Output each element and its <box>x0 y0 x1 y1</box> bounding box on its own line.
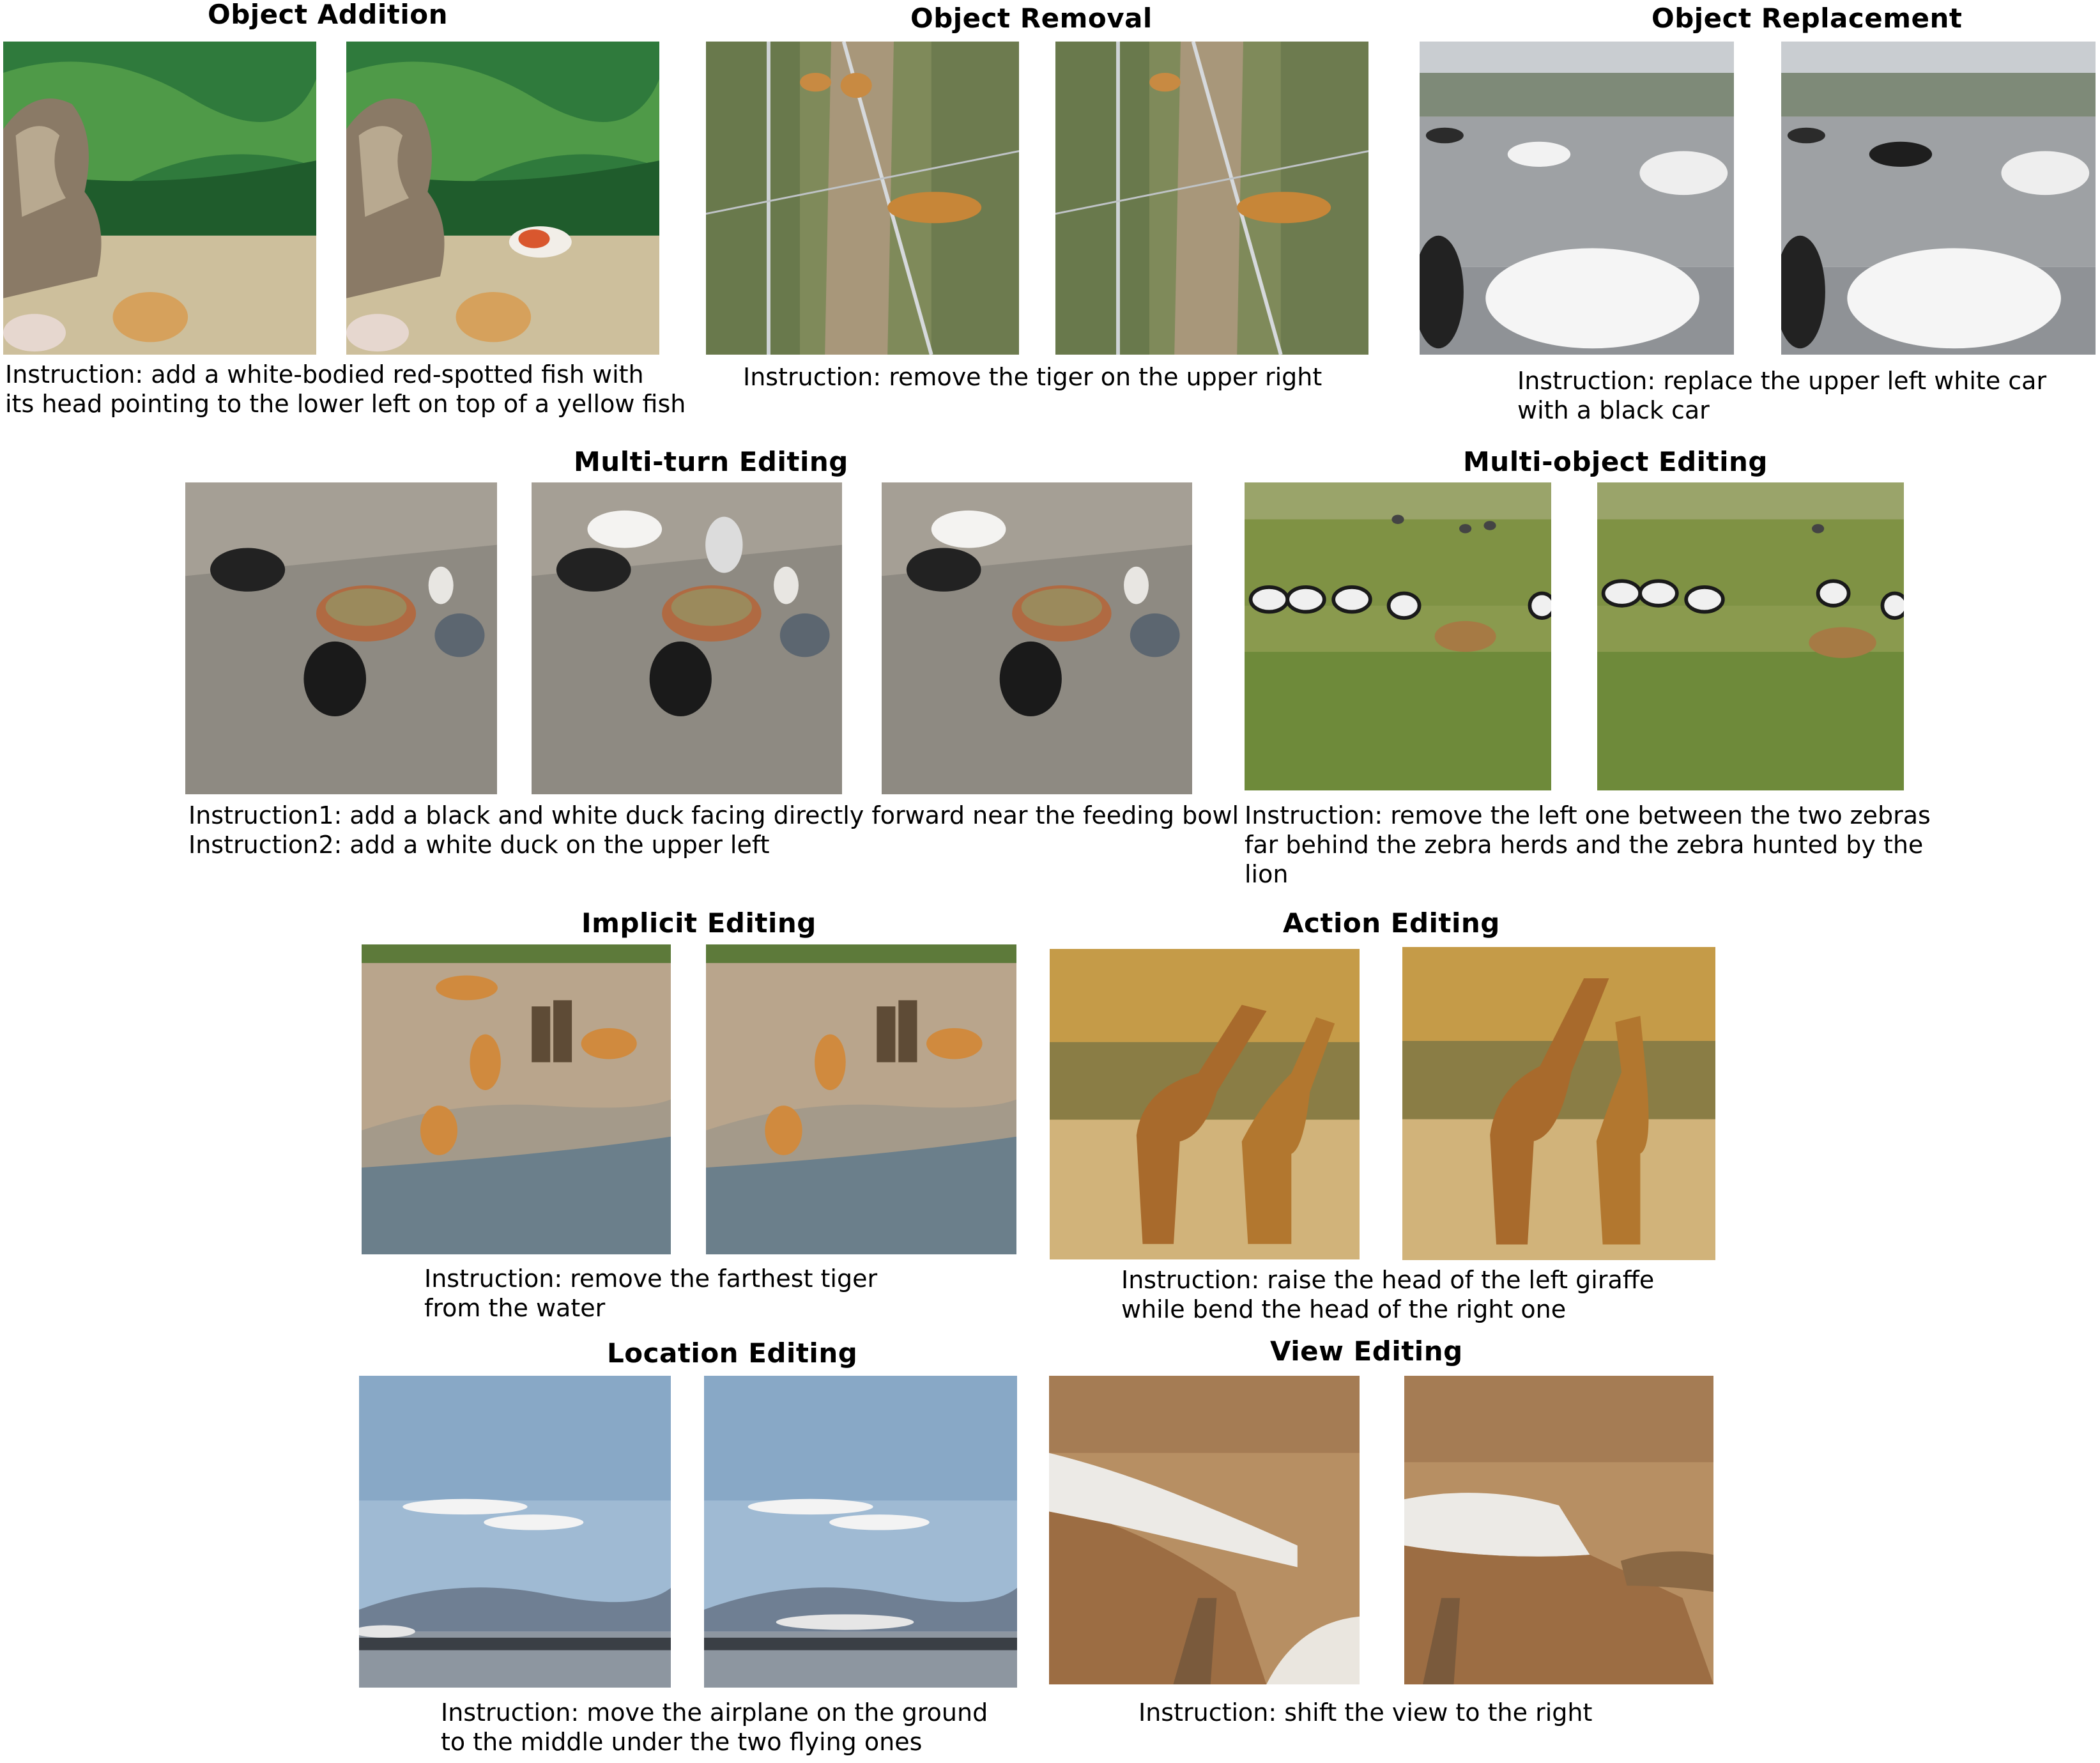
view-source-image <box>1049 1376 1360 1684</box>
object-replacement-source-image <box>1420 42 1734 355</box>
caption-line: Instruction1: add a black and white duck… <box>188 801 1239 829</box>
caption-line: with a black car <box>1517 396 1710 424</box>
multi-object-edited-image <box>1597 482 1904 790</box>
location-editing-title: Location Editing <box>607 1337 858 1369</box>
view-edited-image <box>1404 1376 1713 1684</box>
caption-line: to the middle under the two flying ones <box>441 1728 923 1756</box>
multi-turn-step1-image <box>532 482 842 794</box>
caption-line: Instruction: remove the farthest tiger <box>424 1265 878 1293</box>
caption-line: Instruction: shift the view to the right <box>1138 1698 1593 1727</box>
caption-line: Instruction: add a white-bodied red-spot… <box>5 360 644 389</box>
action-source-image <box>1050 949 1360 1259</box>
location-caption: Instruction: move the airplane on the gr… <box>441 1698 988 1757</box>
action-edited-image <box>1402 947 1715 1260</box>
caption-line: Instruction: raise the head of the left … <box>1121 1266 1655 1294</box>
multi-object-caption: Instruction: remove the left one between… <box>1245 801 1931 889</box>
object-removal-caption: Instruction: remove the tiger on the upp… <box>743 362 1322 392</box>
caption-line: lion <box>1245 860 1289 888</box>
multi-turn-step2-image <box>882 482 1192 794</box>
multi-object-source-image <box>1245 482 1551 790</box>
caption-line: Instruction: remove the left one between… <box>1245 801 1931 829</box>
view-editing-title: View Editing <box>1270 1336 1463 1367</box>
caption-line: Instruction: move the airplane on the gr… <box>441 1698 988 1727</box>
object-addition-edited-image <box>346 42 659 355</box>
object-removal-edited-image <box>1055 42 1368 355</box>
caption-line: far behind the zebra herds and the zebra… <box>1245 831 1924 859</box>
object-removal-source-image <box>706 42 1019 355</box>
multi-object-editing-title: Multi-object Editing <box>1463 446 1768 477</box>
object-replacement-title: Object Replacement <box>1652 3 1963 34</box>
implicit-source-image <box>362 944 671 1254</box>
multi-turn-caption: Instruction1: add a black and white duck… <box>188 801 1239 859</box>
action-caption: Instruction: raise the head of the left … <box>1121 1265 1654 1324</box>
location-edited-image <box>704 1376 1017 1688</box>
view-caption: Instruction: shift the view to the right <box>1138 1698 1592 1727</box>
multi-turn-editing-title: Multi-turn Editing <box>574 446 848 477</box>
action-editing-title: Action Editing <box>1283 907 1500 939</box>
implicit-editing-title: Implicit Editing <box>581 907 816 939</box>
caption-line: from the water <box>424 1294 606 1322</box>
object-addition-title: Object Addition <box>208 0 448 30</box>
object-addition-source-image <box>3 42 316 355</box>
location-source-image <box>359 1376 671 1688</box>
multi-turn-source-image <box>185 482 497 794</box>
object-addition-caption: Instruction: add a white-bodied red-spot… <box>5 360 686 419</box>
caption-line: Instruction2: add a white duck on the up… <box>188 831 770 859</box>
object-replacement-edited-image <box>1781 42 2096 355</box>
caption-line: its head pointing to the lower left on t… <box>5 390 686 418</box>
implicit-caption: Instruction: remove the farthest tiger f… <box>424 1264 877 1323</box>
caption-line: while bend the head of the right one <box>1121 1295 1567 1323</box>
implicit-edited-image <box>706 944 1016 1254</box>
caption-line: Instruction: replace the upper left whit… <box>1517 367 2047 395</box>
object-replacement-caption: Instruction: replace the upper left whit… <box>1517 366 2046 425</box>
object-removal-title: Object Removal <box>910 3 1153 34</box>
caption-line: Instruction: remove the tiger on the upp… <box>743 363 1322 391</box>
